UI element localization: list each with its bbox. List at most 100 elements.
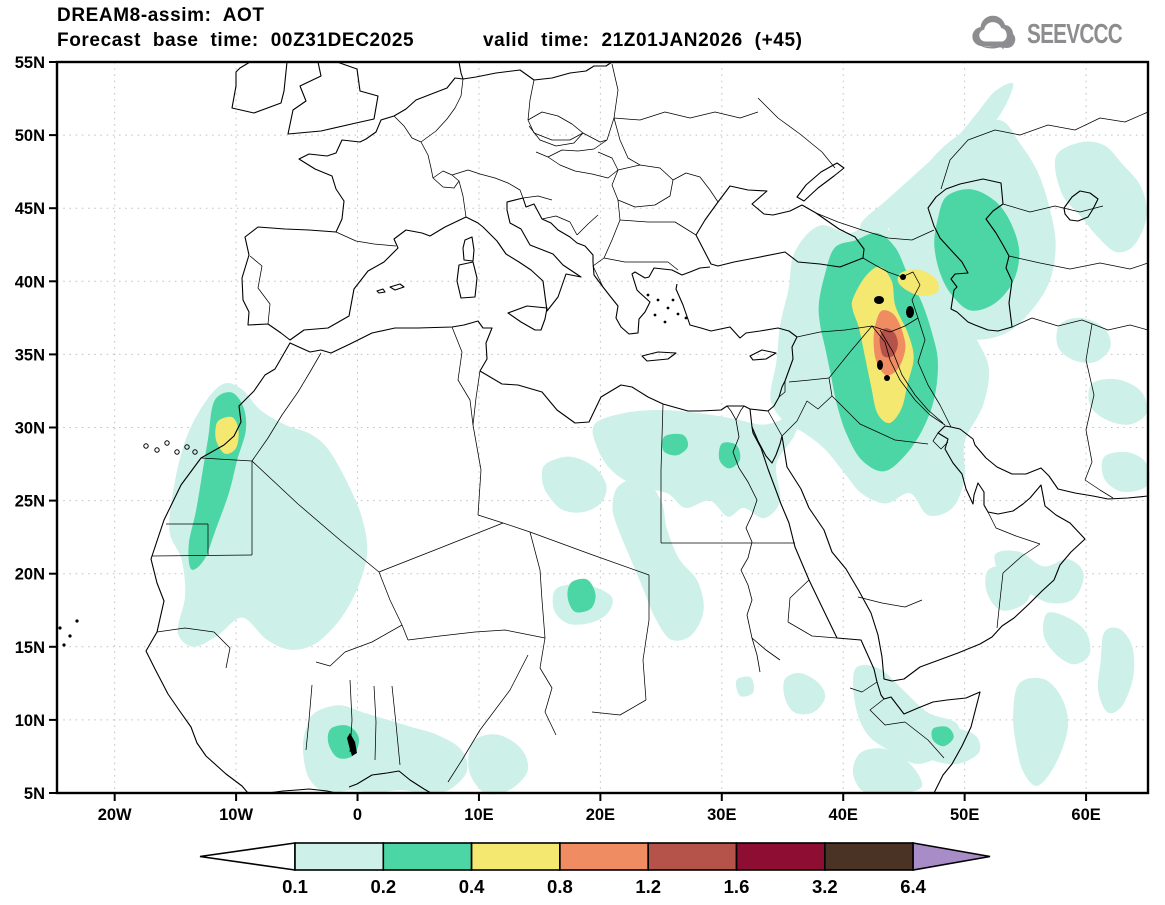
country-border [592, 257, 605, 288]
country-border [451, 326, 474, 426]
country-border [932, 432, 949, 450]
canary-island [174, 449, 180, 455]
country-border [477, 514, 504, 524]
aot-region-sudan-small-spot [735, 676, 755, 697]
cape-verde-island [68, 634, 72, 638]
aegean-island [671, 298, 675, 302]
lat-label: 55N [15, 54, 45, 72]
country-border [533, 132, 584, 141]
canary-island [164, 440, 170, 446]
colorbar-segment [823, 842, 914, 871]
country-border [420, 78, 464, 143]
country-border [156, 627, 215, 633]
country-border [987, 511, 1041, 545]
country-border [502, 522, 531, 533]
country-border [901, 271, 921, 319]
lat-label: 10N [15, 712, 45, 730]
country-border [862, 257, 903, 278]
colorbar-segment [559, 842, 650, 871]
coastline [751, 426, 783, 464]
country-border [1002, 543, 1041, 574]
colorbar-label: 1.2 [635, 876, 661, 897]
country-border [849, 681, 878, 693]
river [879, 329, 944, 424]
country-border [335, 231, 397, 247]
lon-label: 50E [950, 806, 979, 824]
country-border [522, 195, 553, 201]
country-border [613, 117, 641, 166]
aot-region-volga-streak [860, 82, 1014, 239]
colorbar-label: 0.2 [370, 876, 396, 897]
coastline [348, 770, 432, 794]
country-border [378, 522, 504, 573]
country-border [344, 624, 403, 653]
coastline [376, 288, 386, 294]
rivers [726, 325, 946, 673]
country-border [539, 637, 557, 736]
country-border [940, 111, 1149, 190]
country-border [1008, 255, 1149, 270]
country-border [305, 684, 313, 751]
aegean-island [653, 313, 657, 317]
aot-region-tibesti-teal-spot [567, 578, 596, 613]
lon-label: 20W [98, 806, 132, 824]
country-border [535, 139, 608, 158]
colorbar-segment [735, 842, 826, 871]
river [726, 405, 737, 421]
aegean-island [666, 306, 670, 310]
lat-label: 20N [15, 566, 45, 584]
lake [874, 296, 884, 304]
coastline [456, 261, 478, 299]
colorbar-segment [382, 842, 473, 871]
coastline [1063, 190, 1099, 222]
coastline [507, 305, 548, 331]
aot-region-arabian-sea-patch-a [1043, 612, 1091, 665]
lon-label: 20E [586, 806, 615, 824]
country-border [787, 579, 810, 623]
lon-label: 30E [707, 806, 736, 824]
country-border [378, 571, 409, 641]
country-border [1002, 203, 1104, 213]
country-border [458, 180, 467, 218]
country-border [1084, 323, 1095, 481]
river [871, 325, 946, 426]
country-border [527, 111, 584, 147]
country-border [547, 151, 619, 179]
coastline [389, 283, 405, 291]
aot-region-aral-east-patch [1054, 141, 1147, 253]
country-border [828, 325, 873, 379]
aegean-island [646, 293, 650, 297]
country-border [611, 164, 674, 208]
country-border [787, 621, 838, 639]
country-border [796, 325, 873, 338]
country-border [828, 377, 833, 397]
colorbar-segment [294, 842, 385, 871]
country-border [619, 219, 697, 236]
lake [900, 274, 906, 280]
coastline [749, 349, 777, 361]
cape-verde-island [75, 619, 79, 623]
country-border [529, 531, 650, 576]
colorbar-segment [647, 842, 738, 871]
coastline [241, 61, 711, 341]
coastline [641, 351, 677, 362]
lake [877, 360, 883, 370]
country-border [151, 554, 253, 557]
country-border [472, 424, 482, 516]
lon-label: 10W [219, 806, 253, 824]
country-border [767, 410, 783, 437]
coastline [267, 788, 337, 794]
coastline [145, 283, 798, 794]
country-border [781, 395, 833, 437]
aegean-island [676, 312, 680, 316]
country-border [917, 317, 952, 428]
lake [884, 375, 890, 381]
country-border [606, 63, 619, 141]
country-border [857, 596, 923, 608]
aot-region-egypt-teal-spot-b [718, 442, 741, 469]
country-border [1011, 317, 1149, 331]
country-border [996, 572, 1004, 629]
country-border [642, 575, 650, 701]
country-border [541, 215, 578, 236]
